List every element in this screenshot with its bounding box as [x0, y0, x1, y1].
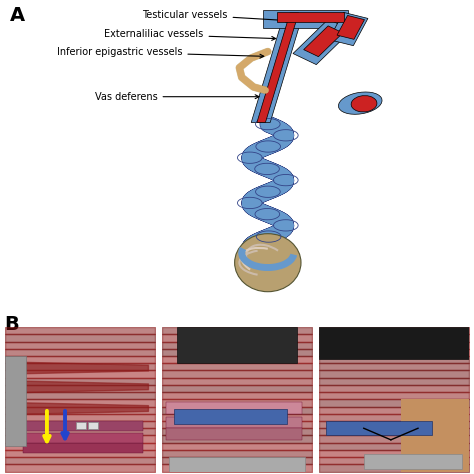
Polygon shape [257, 13, 299, 122]
Bar [177, 327, 297, 363]
Text: Inferior epigastric vessels: Inferior epigastric vessels [57, 47, 264, 58]
Ellipse shape [338, 92, 382, 114]
Bar [166, 417, 302, 428]
Polygon shape [329, 12, 368, 46]
Text: A: A [9, 7, 25, 26]
Bar [5, 356, 26, 446]
Bar [326, 421, 431, 436]
Ellipse shape [235, 234, 301, 292]
Bar [173, 410, 287, 424]
Bar [401, 399, 469, 472]
Text: B: B [5, 315, 19, 334]
Text: Vas deferens: Vas deferens [95, 91, 259, 102]
Text: Externaliliac vessels: Externaliliac vessels [104, 29, 276, 40]
Polygon shape [304, 26, 343, 57]
Bar [169, 457, 305, 472]
Bar [166, 428, 302, 440]
Polygon shape [277, 11, 344, 22]
Polygon shape [263, 10, 348, 28]
Polygon shape [337, 16, 365, 39]
Bar [319, 327, 469, 359]
Bar [23, 443, 144, 453]
Bar [364, 454, 462, 469]
Bar [88, 422, 98, 429]
Ellipse shape [351, 96, 377, 112]
Bar [166, 402, 302, 414]
Bar [23, 421, 144, 431]
Polygon shape [251, 13, 303, 122]
Bar [23, 433, 144, 443]
Polygon shape [293, 19, 352, 64]
Bar [75, 422, 86, 429]
Text: Testicular vessels: Testicular vessels [142, 9, 290, 22]
